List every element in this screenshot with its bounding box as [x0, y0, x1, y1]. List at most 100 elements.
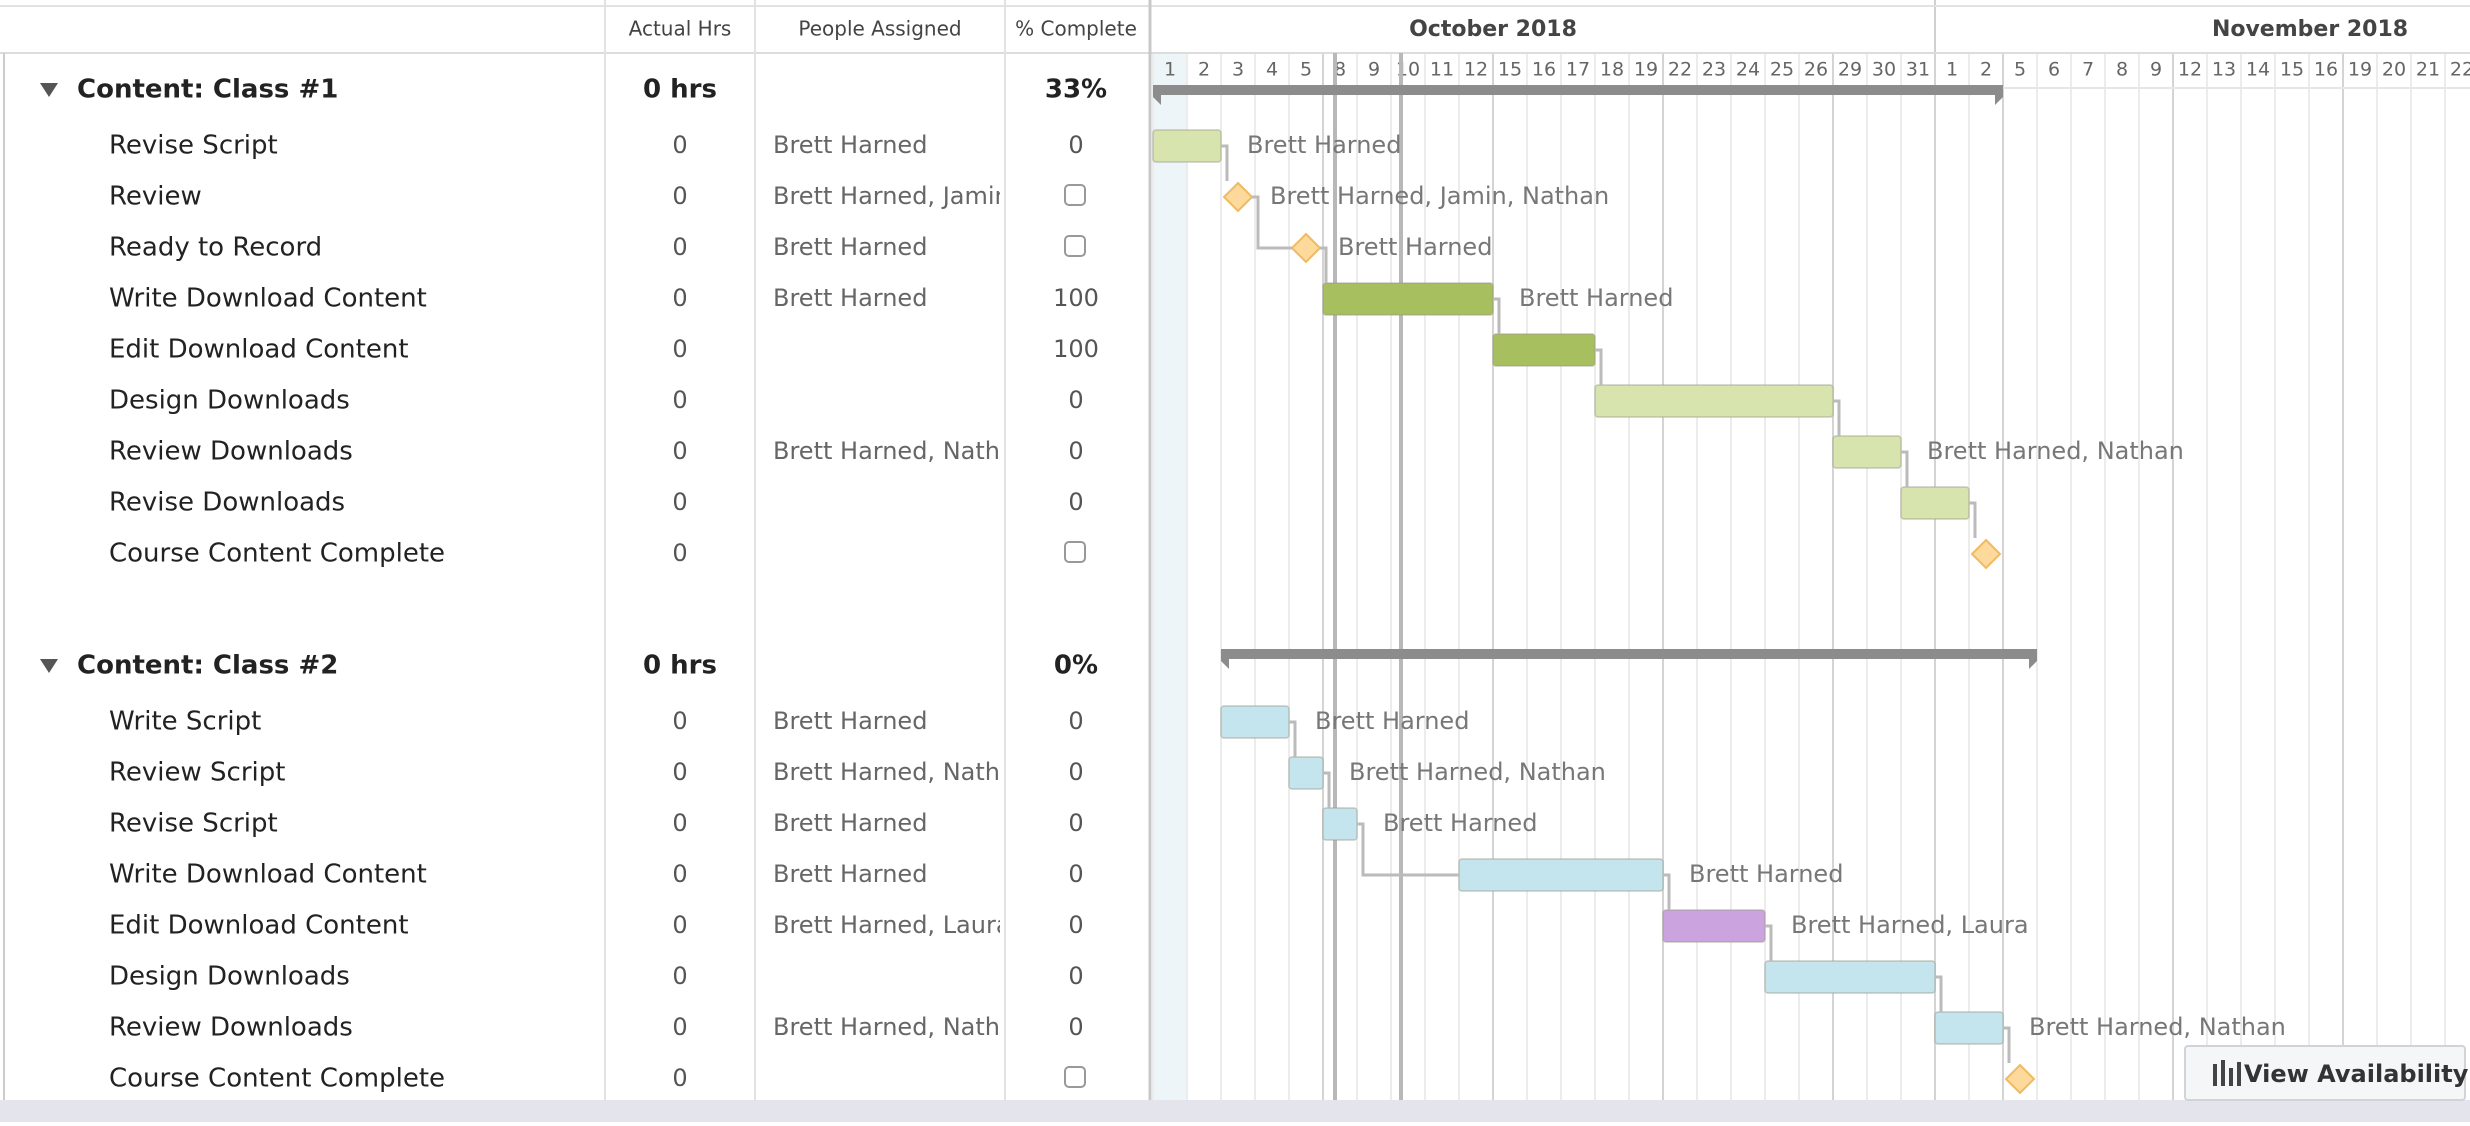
task-people: Brett Harned [773, 809, 927, 837]
day-label: 5 [2014, 59, 2026, 81]
day-label: 24 [1736, 59, 1760, 81]
group-hours: 0 hrs [643, 75, 717, 105]
bar-label: Brett Harned, Nathan [1349, 758, 1606, 786]
task-hours: 0 [672, 962, 687, 990]
day-label: 21 [2416, 59, 2440, 81]
button-bg[interactable] [2184, 1045, 2466, 1101]
day-label: 12 [1464, 59, 1488, 81]
task-hours: 0 [672, 488, 687, 516]
task-hours: 0 [672, 707, 687, 735]
task-people: Brett Harned [773, 707, 927, 735]
milestone-checkbox[interactable] [1064, 1066, 1086, 1088]
button-label[interactable]: View Availability [2244, 1060, 2469, 1088]
task-people: Brett Harned, Nathan [773, 437, 1030, 465]
task-complete: 0 [1068, 707, 1083, 735]
task-complete: 0 [1068, 809, 1083, 837]
task-hours: 0 [672, 182, 687, 210]
dependency-link [1969, 501, 1977, 538]
bar-label: Brett Harned [1247, 131, 1401, 159]
month-label: November 2018 [2212, 17, 2408, 42]
task-people: Brett Harned, Nathan [773, 758, 1030, 786]
day-label: 13 [2212, 59, 2236, 81]
dependency-link [1833, 399, 1841, 436]
task-hours: 0 [672, 386, 687, 414]
milestone-checkbox[interactable] [1064, 541, 1086, 563]
collapse-toggle[interactable] [40, 83, 58, 97]
task-people: Brett Harned, Jamin, Nathan [773, 182, 1112, 210]
milestone-checkbox[interactable] [1064, 184, 1086, 206]
milestone [2004, 1063, 2036, 1095]
milestone-checkbox[interactable] [1064, 235, 1086, 257]
task-name: Design Downloads [109, 962, 350, 992]
task-complete: 0 [1068, 488, 1083, 516]
dependency-link [1493, 297, 1501, 334]
task-people: Brett Harned, Laura [773, 911, 1011, 939]
task-bar [1764, 960, 1936, 994]
bar-label: Brett Harned [1338, 233, 1492, 261]
task-people: Brett Harned [773, 860, 927, 888]
task-name: Write Script [109, 707, 261, 737]
task-hours: 0 [672, 860, 687, 888]
day-label: 14 [2246, 59, 2270, 81]
icon [2229, 1068, 2233, 1086]
task-name: Course Content Complete [109, 1064, 445, 1094]
day-label: 7 [2082, 59, 2094, 81]
task-people: Brett Harned [773, 284, 927, 312]
day-label: 9 [2150, 59, 2162, 81]
day-label: 16 [1532, 59, 1556, 81]
dependency-link [1765, 924, 1773, 961]
day-label: 15 [2280, 59, 2304, 81]
bar-label: Brett Harned [1315, 707, 1469, 735]
task-name: Review [109, 182, 202, 212]
view-availability-button[interactable]: View Availability [2184, 1045, 2469, 1101]
day-label: 19 [1634, 59, 1658, 81]
task-name: Review Script [109, 758, 285, 788]
dependency-link [1221, 144, 1229, 181]
day-label: 8 [2116, 59, 2128, 81]
dependency-link [1320, 246, 1328, 283]
milestone [1222, 181, 1254, 213]
column-header: % Complete [1015, 17, 1137, 41]
today-column [1153, 53, 1187, 1100]
day-label: 25 [1770, 59, 1794, 81]
day-label: 9 [1368, 59, 1380, 81]
dependency-link [1323, 771, 1331, 808]
dependency-link [1935, 975, 1943, 1012]
task-complete: 100 [1053, 335, 1099, 363]
day-label: 17 [1566, 59, 1590, 81]
task-bar [1152, 129, 1222, 163]
task-people: Brett Harned [773, 233, 927, 261]
task-hours: 0 [672, 233, 687, 261]
day-label: 2 [1980, 59, 1992, 81]
task-bar [1458, 858, 1664, 892]
collapse-toggle[interactable] [40, 659, 58, 673]
task-hours: 0 [672, 437, 687, 465]
day-label: 31 [1906, 59, 1930, 81]
task-complete: 0 [1068, 437, 1083, 465]
task-name: Ready to Record [109, 233, 322, 263]
task-complete: 0 [1068, 962, 1083, 990]
task-name: Revise Script [109, 809, 278, 839]
day-label: 20 [2382, 59, 2406, 81]
day-label: 22 [1668, 59, 1692, 81]
task-hours: 0 [672, 131, 687, 159]
day-label: 11 [1430, 59, 1454, 81]
bar-label: Brett Harned, Jamin, Nathan [1270, 182, 1609, 210]
task-people: Brett Harned, Nathan [773, 1013, 1030, 1041]
milestone [1290, 232, 1322, 264]
task-bar [1934, 1011, 2004, 1045]
task-complete: 0 [1068, 860, 1083, 888]
task-hours: 0 [672, 911, 687, 939]
icon [2221, 1060, 2225, 1086]
task-complete: 100 [1053, 284, 1099, 312]
task-name: Design Downloads [109, 386, 350, 416]
bar-label: Brett Harned, Nathan [1927, 437, 2184, 465]
task-bar [1492, 333, 1596, 367]
day-label: 3 [1232, 59, 1244, 81]
day-label: 1 [1164, 59, 1176, 81]
dependency-link [1901, 450, 1909, 487]
task-name: Write Download Content [109, 860, 427, 890]
task-bar [1288, 756, 1324, 790]
milestone [1970, 538, 2002, 570]
